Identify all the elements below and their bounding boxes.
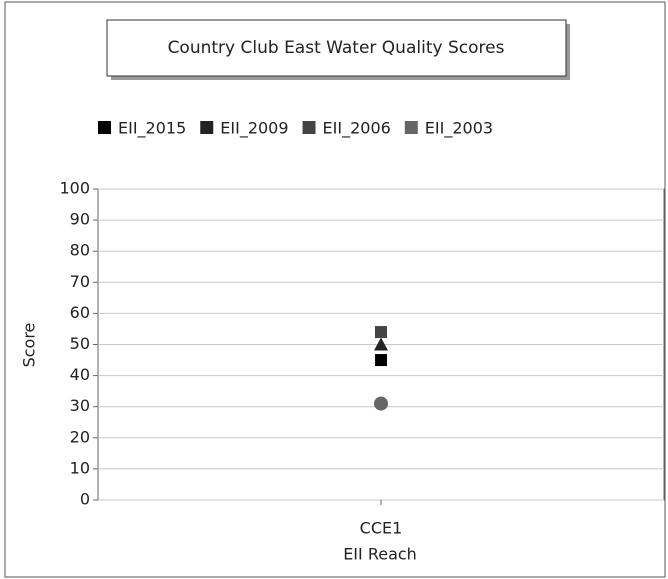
y-tick-label: 90: [70, 210, 90, 229]
legend-label: EII_2015: [118, 119, 186, 139]
marker: [374, 396, 388, 411]
title-box: [106, 19, 567, 77]
legend-label: EII_2003: [425, 119, 493, 139]
x-tick-label: CCE1: [360, 519, 403, 538]
legend-label: EII_2009: [220, 119, 288, 139]
y-tick-label: 100: [59, 179, 90, 198]
y-axis-label: Score: [20, 323, 39, 368]
legend-swatch: [200, 121, 214, 134]
marker: [375, 354, 387, 367]
y-tick-label: 80: [70, 241, 90, 260]
y-tick-label: 40: [70, 365, 90, 384]
chart-title: Country Club East Water Quality Scores: [168, 38, 505, 58]
y-tick-label: 60: [70, 303, 90, 322]
legend-swatch: [404, 121, 418, 134]
legend-swatch: [302, 121, 316, 134]
y-tick-label: 10: [70, 458, 90, 477]
y-tick-label: 20: [70, 427, 90, 446]
legend-swatch: [98, 121, 111, 134]
y-tick-label: 0: [80, 490, 90, 509]
y-tick-label: 30: [70, 396, 90, 415]
x-axis-label: EII Reach: [343, 545, 417, 564]
y-tick-label: 50: [70, 334, 90, 353]
marker: [375, 326, 387, 339]
legend-label: EII_2006: [323, 119, 391, 139]
y-tick-label: 70: [70, 272, 90, 291]
marker: [374, 337, 388, 351]
